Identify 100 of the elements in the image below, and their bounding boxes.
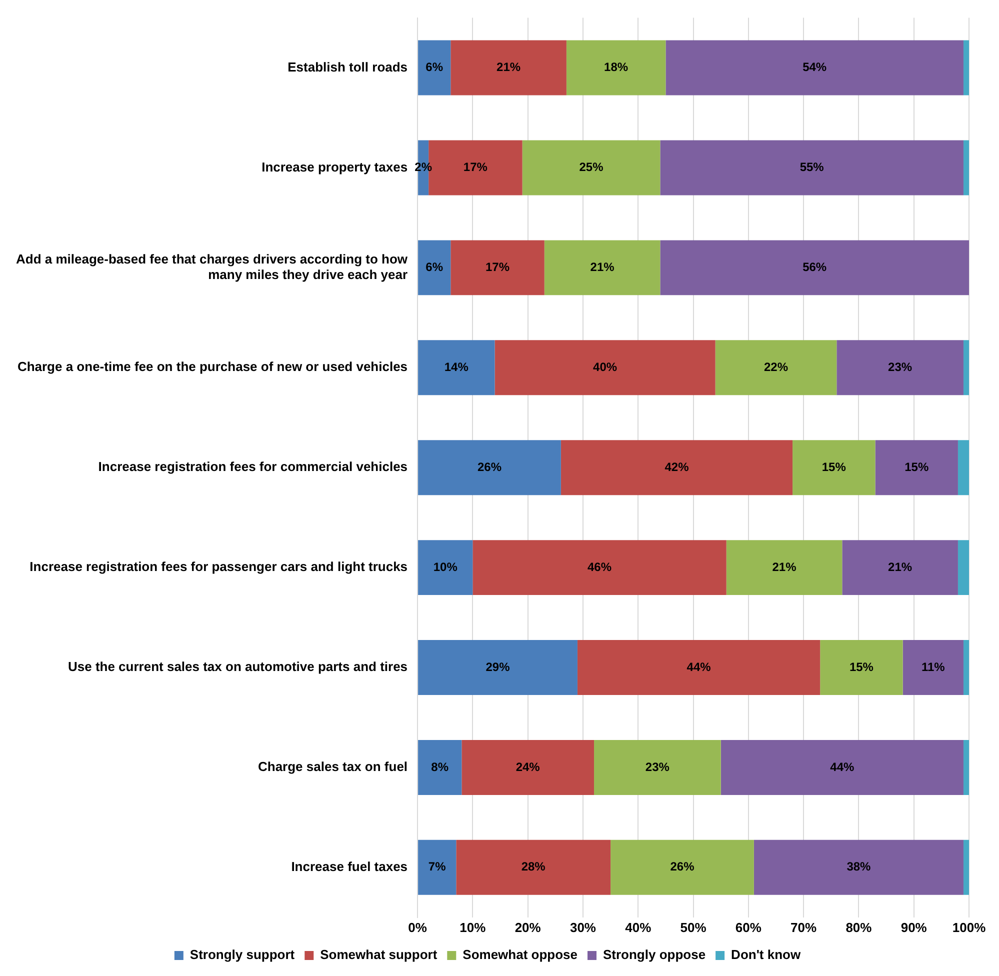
y-tick-label: Charge a one-time fee on the purchase of new or used vehicles — [17, 359, 408, 374]
bar — [610, 840, 754, 895]
bar — [963, 740, 969, 795]
bar — [836, 340, 964, 396]
bar — [754, 840, 964, 895]
bar — [418, 840, 456, 895]
data-label: 15% — [822, 460, 846, 474]
data-label: 21% — [888, 560, 912, 574]
bar — [418, 40, 451, 96]
bar — [660, 240, 969, 296]
x-tick-label: 100% — [952, 920, 986, 935]
data-label: 18% — [604, 60, 628, 74]
data-label: 17% — [463, 160, 488, 174]
legend-label: Somewhat support — [320, 947, 438, 962]
bar — [720, 740, 964, 795]
x-tick-label: 80% — [846, 920, 872, 935]
x-tick-label: 0% — [408, 920, 428, 935]
data-label: 8% — [431, 760, 449, 774]
x-tick-label: 20% — [514, 920, 542, 935]
bar — [958, 440, 969, 496]
data-label: 25% — [579, 160, 604, 174]
data-label: 14% — [444, 360, 469, 374]
data-label: 28% — [521, 860, 546, 874]
data-label: 21% — [496, 60, 521, 74]
data-label: 6% — [426, 60, 444, 74]
legend-label: Don't know — [731, 947, 802, 962]
data-label: 21% — [590, 260, 615, 274]
data-label: 11% — [921, 660, 946, 674]
data-label: 15% — [849, 660, 874, 674]
bar — [902, 640, 964, 695]
bar — [522, 140, 660, 196]
data-label: 38% — [846, 860, 872, 874]
x-tick-label: 50% — [680, 920, 707, 935]
bar — [418, 340, 495, 396]
data-label: 21% — [772, 560, 797, 574]
bar — [660, 140, 964, 196]
bar — [450, 240, 544, 296]
x-tick-label: 10% — [460, 920, 486, 935]
data-label: 54% — [802, 60, 827, 74]
bar — [456, 840, 611, 895]
bar — [494, 340, 716, 396]
bar — [666, 40, 964, 96]
data-label: 24% — [516, 760, 540, 774]
data-label: 56% — [802, 260, 827, 274]
bar — [544, 240, 660, 296]
data-label: 42% — [664, 460, 690, 474]
bar — [963, 840, 969, 895]
bar — [958, 540, 969, 596]
data-label: 26% — [477, 460, 502, 474]
bar — [418, 440, 561, 496]
data-label: 23% — [888, 360, 912, 374]
data-label: 55% — [800, 160, 824, 174]
bar — [450, 40, 566, 96]
bar — [963, 40, 969, 96]
data-label: 23% — [645, 760, 670, 774]
data-label: 26% — [670, 860, 695, 874]
data-label: 10% — [433, 560, 458, 574]
bar — [418, 240, 451, 296]
bar — [418, 640, 578, 695]
bar — [715, 340, 837, 396]
y-tick-label: Use the current sales tax on automotive parts and tires — [68, 659, 408, 674]
bar — [418, 540, 473, 596]
legend-label: Strongly support — [190, 947, 296, 962]
data-label: 22% — [764, 360, 788, 374]
y-tick-label: Increase registration fees for commercial vehicles — [98, 459, 408, 474]
bar — [792, 440, 876, 496]
data-label: 29% — [486, 660, 510, 674]
bar — [726, 540, 842, 596]
bar — [566, 40, 666, 96]
data-label: 7% — [428, 860, 446, 874]
bar — [418, 740, 462, 795]
x-tick-label: 90% — [900, 920, 928, 935]
bar — [820, 640, 903, 695]
y-tick-label: Increase registration fees for passenger cars and light trucks — [30, 559, 408, 574]
x-tick-label: 70% — [790, 920, 818, 935]
x-tick-label: 40% — [625, 920, 652, 935]
data-label: 46% — [588, 560, 612, 574]
bar — [963, 140, 969, 196]
bar — [875, 440, 958, 496]
x-tick-label: 30% — [570, 920, 596, 935]
data-label: 40% — [593, 360, 618, 374]
data-label: 15% — [904, 460, 929, 474]
bar — [560, 440, 793, 496]
bar — [472, 540, 726, 596]
y-tick-label: Establish toll roads — [288, 59, 408, 74]
legend-label: Strongly oppose — [602, 947, 706, 962]
y-tick-label: Add a mileage-based fee that charges drivers according to how many miles they drive each year — [16, 251, 408, 282]
bar — [462, 740, 594, 795]
bar — [963, 640, 969, 695]
y-tick-label: Increase property taxes — [262, 159, 408, 174]
bar — [594, 740, 721, 795]
data-label: 44% — [830, 760, 854, 774]
legend-label: Somewhat oppose — [462, 947, 578, 962]
x-tick-label: 60% — [735, 920, 762, 935]
data-label: 44% — [686, 660, 712, 674]
bar — [842, 540, 958, 596]
y-tick-label: Increase fuel taxes — [291, 859, 408, 874]
data-label: 17% — [485, 260, 510, 274]
y-tick-label: Charge sales tax on fuel — [258, 759, 408, 774]
bar — [577, 640, 820, 695]
